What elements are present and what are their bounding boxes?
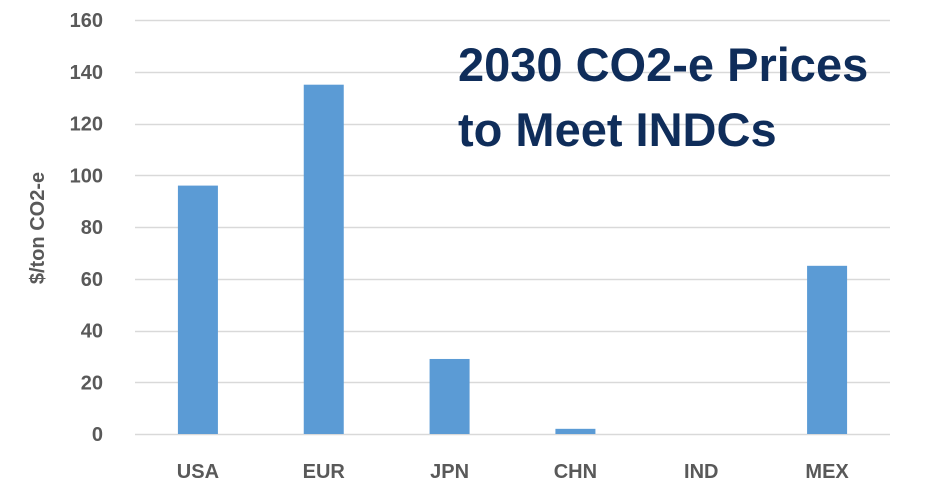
y-tick-label: 40 xyxy=(81,321,103,343)
bar-mex xyxy=(807,265,848,434)
bar-chn xyxy=(555,428,596,434)
y-tick-label: 160 xyxy=(70,10,103,32)
x-tick-label: USA xyxy=(177,461,219,483)
y-axis-label: $/ton CO2-e xyxy=(27,172,49,284)
y-tick-labels: 0 20 40 60 80 100 120 140 160 xyxy=(70,10,103,446)
chart-title-line-2: to Meet INDCs xyxy=(458,103,777,156)
x-tick-label: IND xyxy=(684,461,718,483)
bar-usa xyxy=(177,185,218,434)
x-tick-label: MEX xyxy=(805,461,849,483)
y-tick-label: 140 xyxy=(70,62,103,84)
y-tick-label: 120 xyxy=(70,114,103,136)
y-tick-label: 60 xyxy=(81,269,103,291)
bar-jpn xyxy=(429,358,470,434)
y-tick-label: 80 xyxy=(81,217,103,239)
x-tick-label: CHN xyxy=(554,461,597,483)
x-tick-label: EUR xyxy=(303,461,346,483)
y-tick-label: 100 xyxy=(70,165,103,187)
x-tick-labels: USA EUR JPN CHN IND MEX xyxy=(177,461,850,483)
gridlines xyxy=(135,19,890,436)
bar-eur xyxy=(303,84,344,434)
x-tick-label: JPN xyxy=(430,461,469,483)
bars xyxy=(177,84,848,434)
chart-title-line-1: 2030 CO2-e Prices xyxy=(458,38,868,91)
y-tick-label: 20 xyxy=(81,372,103,394)
y-tick-label: 0 xyxy=(92,424,103,446)
